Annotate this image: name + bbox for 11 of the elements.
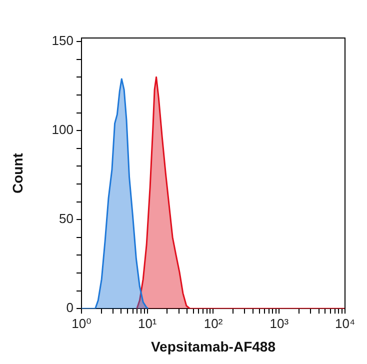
x-tick-label: 10⁴ <box>334 316 356 331</box>
y-tick-label: 100 <box>52 122 74 138</box>
y-tick-label: 0 <box>66 300 74 316</box>
x-tick-label: 10⁰ <box>72 316 92 331</box>
y-tick-label: 150 <box>52 33 74 48</box>
x-tick-label: 10³ <box>270 316 290 331</box>
y-tick-label: 50 <box>59 211 74 226</box>
x-tick-label: 10² <box>204 316 224 331</box>
x-axis-title: Vepsitamab-AF488 <box>150 338 276 354</box>
y-axis-title: Count <box>9 152 26 194</box>
x-tick-label: 10¹ <box>138 316 158 331</box>
